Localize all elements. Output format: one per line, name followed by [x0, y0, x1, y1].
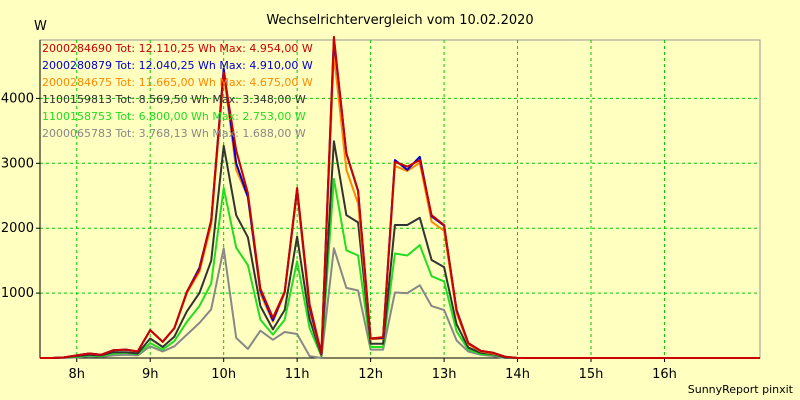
series-line-4: [40, 140, 760, 359]
x-tick-label: 15h: [579, 367, 604, 382]
x-tick-label: 10h: [211, 367, 236, 382]
legend-entry-6: 2000065783 Tot: 3.768,13 Wh Max: 1.688,0…: [42, 127, 306, 140]
x-tick-label: 11h: [285, 367, 310, 382]
x-tick-label: 9h: [142, 367, 159, 382]
y-tick-label: 3000: [1, 156, 34, 171]
legend-entry-2: 2000280879 Tot: 12.040,25 Wh Max: 4.910,…: [42, 59, 313, 72]
legend: 2000284690 Tot: 12.110,25 Wh Max: 4.954,…: [42, 42, 313, 140]
chart-title: Wechselrichtervergleich vom 10.02.2020: [266, 13, 533, 28]
y-tick-label: 4000: [1, 91, 34, 106]
legend-entry-3: 2000284675 Tot: 11.665,00 Wh Max: 4.675,…: [42, 76, 313, 89]
x-tick-label: 8h: [68, 367, 85, 382]
series-line-1: [40, 35, 760, 359]
legend-entry-5: 1100158753 Tot: 6.800,00 Wh Max: 2.753,0…: [42, 110, 306, 123]
series-line-5: [40, 177, 760, 359]
credit-label: SunnyReport pinxit: [688, 383, 794, 396]
axes: 8h 9h 10h 11h 12h 13h 14h 15h 16h 1000 2000 3000 400…: [1, 40, 760, 382]
y-axis-unit: W: [34, 19, 47, 34]
x-tick-label: 16h: [652, 367, 677, 382]
legend-entry-1: 2000284690 Tot: 12.110,25 Wh Max: 4.954,…: [42, 42, 313, 55]
legend-entry-4: 1100159813 Tot: 8.569,50 Wh Max: 3.348,0…: [42, 93, 306, 106]
x-tick-label: 12h: [358, 367, 383, 382]
x-tick-label: 14h: [505, 367, 530, 382]
y-tick-label: 2000: [1, 221, 34, 236]
x-tick-label: 13h: [432, 367, 457, 382]
series-lines: [40, 35, 760, 359]
y-tick-label: 1000: [1, 286, 34, 301]
